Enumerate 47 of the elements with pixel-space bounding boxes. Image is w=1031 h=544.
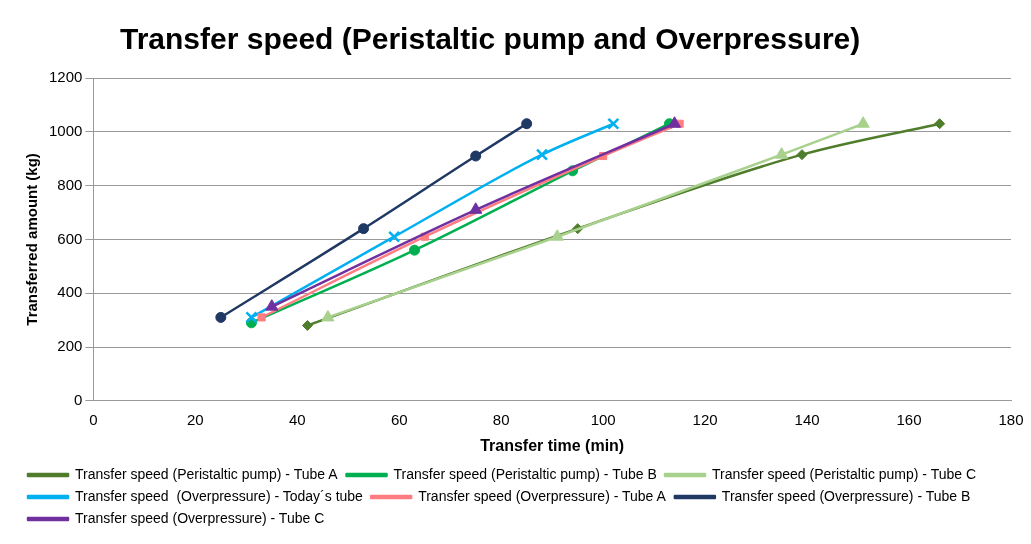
point [796, 149, 808, 161]
point [856, 116, 870, 128]
point [470, 150, 482, 162]
point [934, 118, 946, 130]
point [245, 311, 258, 324]
point [469, 202, 483, 214]
x-tick-label: 40 [288, 410, 306, 428]
x-tick-label: 140 [794, 410, 820, 428]
y-tick-label: 200 [57, 337, 83, 355]
point [775, 147, 789, 159]
x-tick-label: 120 [692, 410, 718, 428]
point [550, 229, 564, 241]
legend-label: Transfer speed (Peristaltic pump) - Tube C [712, 465, 977, 482]
y-tick-label: 1200 [48, 68, 83, 86]
legend-label: Transfer speed (Overpressure) - Tube C [75, 509, 325, 526]
x-axis-title: Transfer time (min) [480, 436, 625, 454]
point [535, 148, 549, 161]
chart-title: Transfer speed (Peristaltic pump and Overpressure) [120, 22, 861, 56]
y-axis-title: Transferred amount (kg) [23, 153, 41, 326]
point [387, 230, 401, 243]
y-tick-label: 600 [57, 229, 83, 247]
y-tick-label: 0 [74, 390, 83, 408]
point [409, 244, 421, 256]
point [667, 116, 682, 128]
y-tick-label: 400 [57, 283, 83, 301]
point [301, 319, 313, 331]
x-tick-label: 160 [896, 410, 922, 428]
x-tick-label: 100 [590, 410, 616, 428]
x-tick-label: 20 [186, 410, 204, 428]
point [257, 313, 266, 322]
legend-label: Transfer speed (Overpressure) - Today´s tube [75, 487, 364, 504]
point [265, 299, 279, 311]
point [321, 309, 335, 322]
y-tick-label: 800 [57, 175, 83, 193]
y-tick-label: 1000 [48, 121, 83, 139]
x-tick-label: 80 [492, 410, 510, 428]
legend-label: Transfer speed (Overpressure) - Tube B [721, 487, 971, 504]
x-tick-label: 60 [390, 410, 408, 428]
point [215, 311, 227, 323]
legend-label: Transfer speed (Overpressure) - Tube A [418, 487, 667, 504]
legend-label: Transfer speed (Peristaltic pump) - Tube A [75, 465, 339, 482]
x-tick-label: 180 [998, 410, 1024, 428]
x-tick-label: 0 [89, 410, 98, 428]
point [521, 118, 533, 130]
point [607, 117, 620, 130]
legend-label: Transfer speed (Peristaltic pump) - Tube B [393, 465, 657, 482]
point [358, 223, 370, 235]
